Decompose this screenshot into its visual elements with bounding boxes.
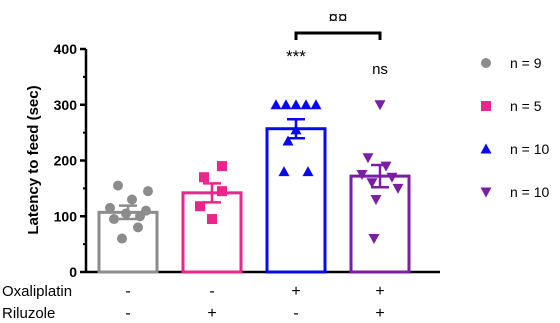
treatment-sign: - [209, 283, 214, 300]
treatment-sign: + [207, 305, 216, 322]
legend: n = 9 n = 5 n = 10 n = 10 [480, 55, 550, 200]
treatment-sign: - [125, 305, 130, 322]
data-point [113, 180, 123, 191]
y-tick-label: 100 [54, 208, 78, 224]
legend-marker [480, 143, 492, 154]
data-point [392, 183, 404, 194]
bar [97, 210, 159, 274]
data-point [217, 161, 227, 172]
bar [181, 191, 243, 274]
data-point [105, 202, 115, 213]
treatment-row-label: Oxaliplatin [2, 283, 72, 300]
annotations: *** ns ¤¤ [286, 8, 388, 78]
y-tick-label: 300 [54, 97, 78, 113]
legend-marker [481, 101, 491, 111]
data-point [310, 99, 322, 110]
legend-label: n = 5 [510, 98, 542, 114]
y-tick-label: 0 [69, 264, 77, 280]
data-point [121, 208, 131, 219]
bar [349, 174, 411, 274]
data-point [207, 214, 217, 225]
data-point [386, 172, 398, 183]
y-axis-label: Latency to feed (sec) [25, 85, 42, 234]
data-point [302, 166, 314, 177]
data-point [370, 195, 382, 206]
y-tick-label: 400 [54, 41, 78, 57]
data-point [368, 234, 380, 245]
data-point [270, 99, 282, 110]
data-point [380, 161, 392, 172]
bracket-label: ¤¤ [329, 8, 348, 27]
data-point [133, 222, 143, 233]
significance-label: *** [286, 47, 306, 66]
data-point [356, 169, 368, 180]
data-point [300, 99, 312, 110]
data-point [290, 99, 302, 110]
treatment-sign: + [375, 305, 384, 322]
data-point [117, 233, 127, 244]
data-point [278, 166, 290, 177]
legend-marker [480, 187, 492, 198]
data-point [290, 124, 302, 135]
legend-label: n = 10 [510, 184, 550, 200]
points [105, 99, 404, 245]
data-point [280, 99, 292, 110]
legend-label: n = 10 [510, 141, 550, 157]
comparison-bracket [294, 31, 382, 40]
data-point [143, 186, 153, 197]
data-point [141, 205, 151, 216]
data-point [374, 100, 386, 111]
treatment-sign: - [293, 305, 298, 322]
data-point [282, 135, 294, 146]
data-point [199, 172, 209, 183]
treatment-row-label: Riluzole [2, 305, 55, 322]
data-point [195, 201, 205, 212]
bar [265, 127, 327, 274]
data-point [362, 153, 374, 164]
data-point [366, 178, 378, 189]
legend-label: n = 9 [510, 55, 542, 71]
bars [97, 117, 411, 274]
legend-marker [481, 58, 491, 68]
data-point [127, 194, 137, 205]
data-point [109, 214, 119, 225]
treatment-sign: + [291, 283, 300, 300]
treatment-sign: - [125, 283, 130, 300]
y-tick-label: 200 [54, 153, 78, 169]
treatment-table: Oxaliplatin - - + + Riluzole - + - + [2, 283, 385, 322]
treatment-sign: + [375, 283, 384, 300]
data-point [217, 186, 227, 197]
ns-label: ns [372, 61, 388, 78]
